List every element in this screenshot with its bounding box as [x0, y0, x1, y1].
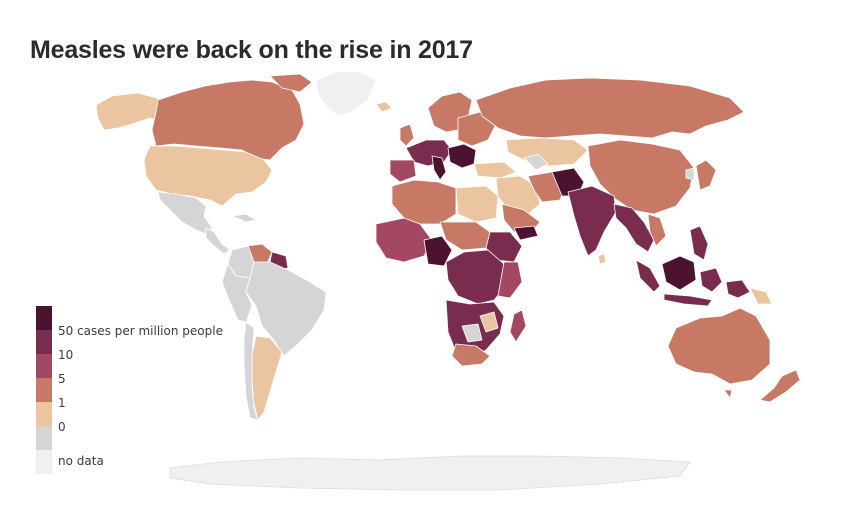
region-italy — [431, 155, 447, 181]
region-eastern-europe — [457, 111, 497, 147]
region-china — [587, 139, 695, 215]
region-nigeria — [423, 235, 453, 267]
region-turkey — [473, 161, 517, 179]
region-canada — [151, 79, 305, 161]
region-argentina — [251, 335, 283, 421]
region-iceland — [375, 101, 393, 113]
region-west-africa — [375, 217, 433, 263]
region-brazil — [245, 261, 327, 357]
legend-swatch-5 — [36, 354, 52, 378]
region-egypt-libya — [455, 185, 499, 223]
region-new-zealand — [759, 369, 801, 403]
region-caribbean — [231, 213, 257, 223]
region-korea-gray — [685, 167, 695, 181]
region-uk — [399, 123, 415, 147]
region-north-africa-west — [391, 179, 457, 225]
region-caspian-gray — [523, 153, 549, 171]
region-malaysia-borneo — [661, 255, 697, 291]
region-andes — [221, 263, 253, 323]
region-sumatra — [635, 259, 661, 293]
legend-swatch-1 — [36, 378, 52, 402]
region-usa — [143, 145, 273, 207]
region-antarctica — [169, 455, 691, 491]
region-southeast-asia — [613, 203, 655, 253]
region-tasmania — [723, 389, 733, 399]
region-korea-japan — [695, 159, 717, 191]
region-chile — [243, 321, 259, 421]
region-papua — [725, 279, 751, 299]
region-east-africa — [497, 261, 523, 299]
region-vietnam — [647, 213, 667, 247]
legend-label-10: 10 — [58, 348, 74, 362]
region-central-africa — [445, 249, 507, 305]
region-yemen — [513, 225, 539, 241]
region-tanzania-tan — [479, 311, 499, 333]
legend-label-1: 1 — [58, 396, 66, 410]
region-central-asia — [505, 137, 589, 167]
map-title: Measles were back on the rise in 2017 — [30, 36, 473, 64]
region-greenland — [315, 71, 377, 117]
region-canada-islands — [269, 73, 313, 93]
legend-label-0: 0 — [58, 420, 66, 434]
region-philippines — [689, 225, 709, 261]
legend-swatch-10 — [36, 330, 52, 354]
legend-label-50: 50 cases per million people — [58, 324, 223, 338]
legend-swatch-no-data — [36, 450, 52, 474]
region-iberia — [389, 159, 417, 183]
legend-swatch-zero-gray — [36, 426, 52, 450]
region-balkans — [447, 143, 477, 169]
region-australia — [667, 307, 771, 385]
region-botswana-gray — [461, 323, 483, 343]
region-central-america — [205, 227, 231, 255]
legend-label-no-data: no data — [58, 454, 104, 468]
region-madagascar — [509, 309, 527, 343]
region-south-africa — [451, 343, 491, 367]
region-java — [663, 293, 713, 307]
legend-label-5: 5 — [58, 372, 66, 386]
region-png — [749, 287, 773, 305]
region-alaska — [95, 92, 161, 131]
region-srilanka — [597, 253, 607, 265]
region-sulawesi-java — [699, 267, 723, 293]
legend-swatch-0 — [36, 402, 52, 426]
region-russia — [475, 77, 745, 139]
legend-swatch-50 — [36, 306, 52, 330]
region-india — [567, 185, 617, 257]
